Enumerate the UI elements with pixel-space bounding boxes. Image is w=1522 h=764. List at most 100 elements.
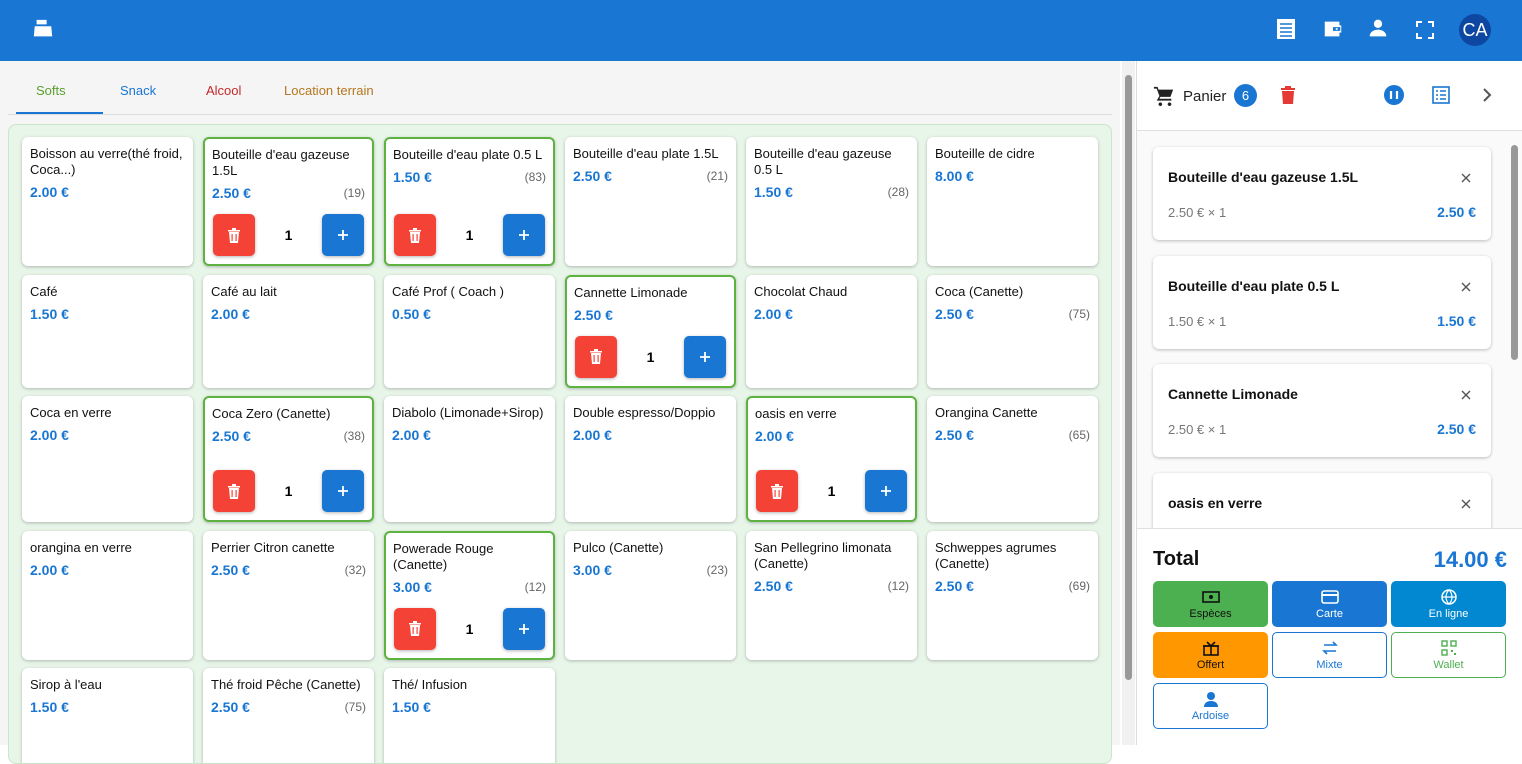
cart-item[interactable]: Bouteille d'eau plate 0.5 L 1.50 € × 1 1.5… <box>1153 255 1491 349</box>
cart-scrollbar[interactable] <box>1509 131 1521 528</box>
product-card[interactable]: Bouteille d'eau plate 0.5 L 1.50 € (83) 1 <box>384 137 555 266</box>
payment-button[interactable]: Carte <box>1272 581 1387 627</box>
product-card[interactable]: Thé froid Pêche (Canette) 2.50 € (75) <box>203 668 374 763</box>
category-tab[interactable]: Snack <box>120 83 157 98</box>
price-row: 2.50 € (21) <box>573 168 728 184</box>
product-stock: (12) <box>887 578 909 593</box>
scrollbar[interactable] <box>1122 61 1135 745</box>
product-card[interactable]: Schweppes agrumes (Canette) 2.50 € (69) <box>927 530 1098 660</box>
remove-button[interactable] <box>213 470 255 512</box>
payment-button[interactable]: En ligne <box>1391 581 1506 627</box>
remove-button[interactable] <box>394 607 436 650</box>
quantity-controls: 1 <box>394 607 545 650</box>
cart-title: Panier <box>1183 88 1227 105</box>
cart-panel: Panier 6 Bouteille d'eau gazeuse 1.5L 2.5… <box>1136 61 1522 745</box>
product-stock: (75) <box>1068 306 1090 321</box>
product-price: 2.50 € <box>211 561 250 578</box>
receipt-icon[interactable] <box>1276 18 1296 40</box>
product-name: Perrier Citron canette <box>211 539 335 555</box>
fullscreen-icon[interactable] <box>1416 21 1434 39</box>
add-button[interactable] <box>321 470 364 512</box>
cart-item[interactable]: oasis en verre <box>1153 472 1491 528</box>
payment-button[interactable]: Offert <box>1153 632 1268 678</box>
product-card[interactable]: oasis en verre 2.00 € 1 <box>746 396 917 522</box>
add-button[interactable] <box>683 335 726 378</box>
payment-button[interactable]: Wallet <box>1391 632 1506 678</box>
product-card[interactable]: Thé/ Infusion 1.50 € <box>384 668 555 763</box>
product-card[interactable]: Orangina Canette 2.50 € (65) <box>927 396 1098 522</box>
product-card[interactable]: Bouteille d'eau gazeuse 1.5L 2.50 € (19) 1 <box>203 137 374 266</box>
product-card[interactable]: orangina en verre 2.00 € <box>22 530 193 660</box>
price-row: 2.50 € (12) <box>754 578 909 594</box>
product-card[interactable]: Boisson au verre(thé froid, Coca...) 2.00… <box>22 137 193 266</box>
product-card[interactable]: Coca (Canette) 2.50 € (75) <box>927 274 1098 388</box>
quantity: 1 <box>646 348 655 365</box>
avatar[interactable]: CA <box>1459 14 1491 46</box>
item-total: 1.50 € <box>1437 312 1476 329</box>
product-card[interactable]: Sirop à l'eau 1.50 € <box>22 668 193 763</box>
payment-button[interactable]: Mixte <box>1272 632 1387 678</box>
cart-scroll-thumb[interactable] <box>1511 145 1518 360</box>
category-tab[interactable]: Location terrain <box>284 83 374 98</box>
add-button[interactable] <box>502 214 545 256</box>
product-card[interactable]: Café Prof ( Coach ) 0.50 € <box>384 274 555 388</box>
payment-button[interactable]: Ardoise <box>1153 683 1268 729</box>
payment-button[interactable]: Espèces <box>1153 581 1268 627</box>
remove-button[interactable] <box>213 214 255 256</box>
quantity: 1 <box>284 483 293 499</box>
product-card[interactable]: Coca en verre 2.00 € <box>22 396 193 522</box>
remove-item-button[interactable] <box>1461 390 1471 400</box>
add-button[interactable] <box>502 607 545 650</box>
product-card[interactable]: Cannette Limonade 2.50 € 1 <box>565 274 736 388</box>
remove-button[interactable] <box>575 335 617 378</box>
product-card[interactable]: Bouteille d'eau gazeuse 0.5 L 1.50 € (28) <box>746 137 917 266</box>
cart-item[interactable]: Cannette Limonade 2.50 € × 1 2.50 € <box>1153 364 1491 457</box>
category-tabs: Softs Snack Alcool Location terrain <box>8 61 1112 115</box>
remove-item-button[interactable] <box>1461 282 1471 292</box>
remove-button[interactable] <box>756 470 798 512</box>
register-icon[interactable] <box>32 18 54 40</box>
cart-footer: Total 14.00 € Espèces Carte En ligne Offert… <box>1137 528 1522 745</box>
plus-icon <box>337 486 348 496</box>
product-name: Bouteille d'eau gazeuse 1.5L <box>212 147 350 178</box>
product-stock: (12) <box>524 579 546 594</box>
product-card[interactable]: Coca Zero (Canette) 2.50 € (38) 1 <box>203 396 374 522</box>
list-button[interactable] <box>1432 86 1450 104</box>
active-tab-indicator <box>16 112 103 114</box>
product-card[interactable]: Perrier Citron canette 2.50 € (32) <box>203 530 374 660</box>
pause-button[interactable] <box>1384 85 1404 105</box>
product-card[interactable]: Bouteille d'eau plate 1.5L 2.50 € (21) <box>565 137 736 266</box>
remove-item-button[interactable] <box>1461 173 1471 183</box>
product-card[interactable]: Diabolo (Limonade+Sirop) 2.00 € <box>384 396 555 522</box>
wallet-icon[interactable] <box>1322 18 1344 40</box>
add-button[interactable] <box>321 214 364 256</box>
quantity-controls: 1 <box>213 214 364 256</box>
product-card[interactable]: Café 1.50 € <box>22 274 193 388</box>
collapse-button[interactable] <box>1482 88 1492 102</box>
clear-cart-button[interactable] <box>1280 85 1296 105</box>
add-button[interactable] <box>864 470 907 512</box>
quantity: 1 <box>284 227 293 243</box>
product-card[interactable]: San Pellegrino limonata (Canette) 2.50 € (… <box>746 530 917 660</box>
price-row: 3.00 € (23) <box>573 562 728 578</box>
product-card[interactable]: Chocolat Chaud 2.00 € <box>746 274 917 388</box>
user-icon[interactable] <box>1368 18 1388 38</box>
remove-item-button[interactable] <box>1461 499 1471 509</box>
remove-button[interactable] <box>394 214 436 256</box>
payment-label: Ardoise <box>1191 709 1230 722</box>
price-row: 2.50 € <box>574 307 727 323</box>
product-card[interactable]: Café au lait 2.00 € <box>203 274 374 388</box>
product-card[interactable]: Double espresso/Doppio 2.00 € <box>565 396 736 522</box>
product-price: 2.00 € <box>754 305 793 322</box>
product-card[interactable]: Powerade Rouge (Canette) 3.00 € (12) 1 <box>384 530 555 660</box>
price-row: 1.50 € <box>30 306 185 322</box>
cart-item[interactable]: Bouteille d'eau gazeuse 1.5L 2.50 € × 1 2.… <box>1153 147 1491 240</box>
price-row: 1.50 € <box>30 699 185 715</box>
scroll-thumb[interactable] <box>1125 75 1132 680</box>
category-tab[interactable]: Softs <box>36 83 66 98</box>
price-row: 2.00 € <box>30 562 185 578</box>
product-card[interactable]: Bouteille de cidre 8.00 € <box>927 137 1098 266</box>
quantity: 1 <box>465 227 474 243</box>
product-card[interactable]: Pulco (Canette) 3.00 € (23) <box>565 530 736 660</box>
category-tab[interactable]: Alcool <box>206 83 242 98</box>
